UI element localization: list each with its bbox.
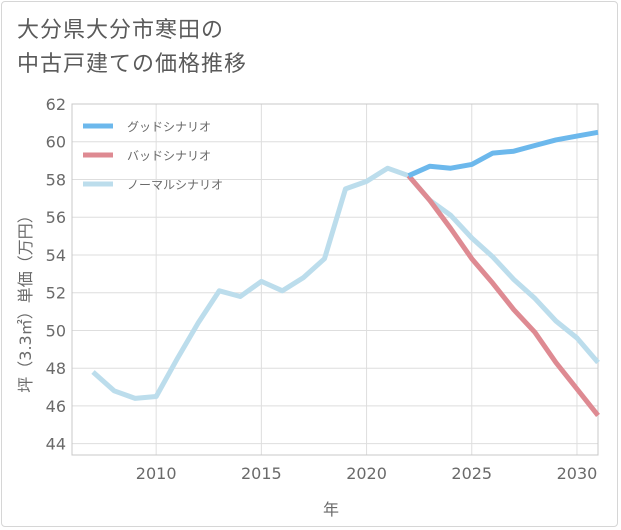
x-axis-title: 年 [323,500,339,519]
plot-frame [71,103,599,456]
x-tick-label: 2020 [346,464,387,483]
series-line-2 [91,165,600,401]
y-tick-label: 58 [46,170,66,189]
legend-label-0: グッドシナリオ [127,120,211,134]
series-lines [91,129,600,417]
y-axis-title: 坪（3.3㎡）単価（万円） [16,207,35,392]
x-tick-label: 2010 [136,464,177,483]
series-line-0 [407,129,599,178]
tick-labels: 44 46 48 50 52 54 56 58 60 62 2010 2015 2020 2025 2030 [46,95,598,483]
y-tick-label: 56 [46,208,66,227]
y-tick-label: 62 [46,95,66,114]
chart-title: 大分県大分市寒田の 中古戸建ての価格推移 [17,14,247,82]
y-tick-label: 50 [46,321,66,340]
x-tick-label: 2015 [241,464,282,483]
plot-background [72,104,598,455]
y-tick-label: 46 [46,397,66,416]
x-tick-label: 2025 [451,464,492,483]
x-tick-label: 2030 [557,464,598,483]
legend-label-1: バッドシナリオ [127,149,211,163]
y-tick-label: 52 [46,284,66,303]
y-tick-label: 60 [46,133,66,152]
chart-title-line-1: 大分県大分市寒田の [17,18,225,43]
plot-border [71,103,599,456]
y-tick-label: 54 [46,246,66,265]
chart-title-line-2: 中古戸建ての価格推移 [17,52,248,77]
legend-label-2: ノーマルシナリオ [127,178,223,192]
series-line-1 [406,174,600,417]
y-tick-label: 48 [46,359,66,378]
y-tick-label: 44 [46,435,66,454]
